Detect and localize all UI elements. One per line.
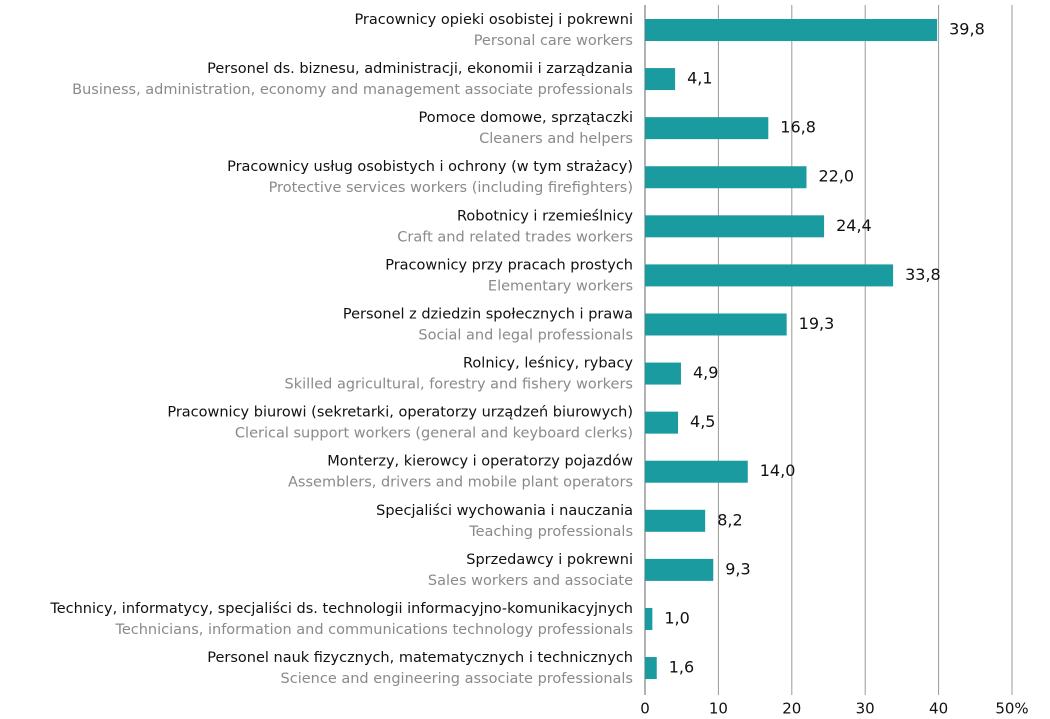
- category-label: Personel nauk fizycznych, matematycznych…: [207, 650, 633, 666]
- category-label: Pracownicy usług osobistych i ochrony (w…: [227, 159, 633, 175]
- bar: [645, 166, 807, 189]
- value-label: 16,8: [780, 118, 816, 137]
- category-label-en: Assemblers, drivers and mobile plant ope…: [288, 475, 633, 491]
- value-label: 39,8: [949, 20, 985, 39]
- category-label-en: Craft and related trades workers: [397, 229, 633, 245]
- category-label: Personel z dziedzin społecznych i prawa: [343, 306, 633, 322]
- bar: [645, 460, 748, 483]
- value-label: 33,8: [905, 265, 941, 284]
- bar: [645, 264, 894, 287]
- x-tick-label: 20: [782, 700, 801, 718]
- bar: [645, 362, 681, 385]
- category-label-en: Social and legal professionals: [418, 327, 633, 343]
- value-label: 22,0: [818, 167, 854, 186]
- bar: [645, 657, 657, 680]
- category-label-en: Sales workers and associate: [428, 573, 633, 589]
- category-label: Sprzedawcy i pokrewni: [466, 552, 633, 568]
- value-label: 24,4: [836, 216, 872, 235]
- x-tick-label: 10: [709, 700, 728, 718]
- category-label: Pomoce domowe, sprzątaczki: [419, 110, 633, 126]
- category-label: Specjaliści wychowania i nauczania: [376, 503, 633, 519]
- category-label-en: Personal care workers: [474, 33, 633, 49]
- bar: [645, 509, 706, 532]
- category-label-en: Technicians, information and communicati…: [114, 622, 633, 638]
- category-label-en: Science and engineering associate profes…: [281, 671, 633, 687]
- bar: [645, 19, 938, 41]
- category-label: Pracownicy biurowi (sekretarki, operator…: [167, 405, 633, 421]
- category-label: Pracownicy opieki osobistej i pokrewni: [354, 12, 633, 28]
- category-label: Pracownicy przy pracach prostych: [385, 257, 633, 273]
- value-label: 19,3: [799, 314, 835, 333]
- category-label-en: Skilled agricultural, forestry and fishe…: [285, 377, 633, 393]
- category-label: Monterzy, kierowcy i operatorzy pojazdów: [327, 454, 633, 470]
- x-tick-label: 0: [640, 700, 650, 718]
- x-tick-label: 40: [929, 700, 948, 718]
- bar: [645, 117, 769, 140]
- bar: [645, 215, 825, 238]
- category-label-en: Protective services workers (including f…: [269, 180, 633, 196]
- value-label: 9,3: [725, 559, 750, 578]
- category-label: Rolnicy, leśnicy, rybacy: [463, 356, 633, 372]
- category-label-en: Clerical support workers (general and ke…: [235, 426, 633, 442]
- bar: [645, 411, 679, 434]
- category-label: Robotnicy i rzemieślnicy: [457, 208, 633, 224]
- value-label: 1,0: [664, 608, 689, 627]
- bar: [645, 607, 653, 630]
- category-label-en: Elementary workers: [488, 278, 633, 294]
- category-label-en: Teaching professionals: [468, 524, 633, 540]
- category-label-en: Cleaners and helpers: [479, 131, 633, 147]
- x-tick-label: 30: [856, 700, 875, 718]
- value-label: 4,1: [687, 69, 712, 88]
- x-tick-label: 50%: [995, 700, 1028, 718]
- value-label: 4,9: [693, 363, 718, 382]
- category-label: Technicy, informatycy, specjaliści ds. t…: [49, 601, 633, 617]
- value-label: 8,2: [717, 510, 742, 529]
- bar: [645, 313, 787, 336]
- category-label: Personel ds. biznesu, administracji, eko…: [207, 61, 633, 77]
- bar: [645, 68, 676, 91]
- value-label: 1,6: [669, 658, 694, 677]
- value-label: 4,5: [690, 412, 715, 431]
- bar: [645, 558, 714, 581]
- category-label-en: Business, administration, economy and ma…: [72, 82, 633, 98]
- value-label: 14,0: [760, 461, 796, 480]
